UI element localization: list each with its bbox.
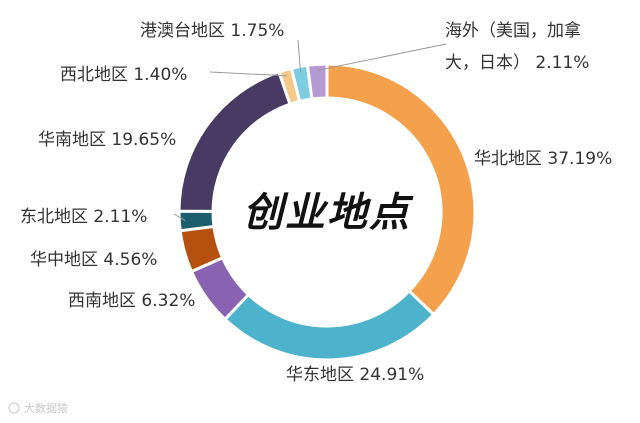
leader-xibei [209,71,287,77]
slice-haiwai [305,62,329,101]
label-huazhong: 华中地区 4.56% [30,250,157,270]
label-huanan: 华南地区 19.65% [38,130,176,150]
label-gangaotai: 港澳台地区 1.75% [140,21,284,41]
leader-gangaotai [297,39,302,73]
label-huabei: 华北地区 37.19% [474,149,612,169]
watermark-icon [8,402,20,414]
label-xibei: 西北地区 1.40% [60,65,187,85]
watermark-text: 大数据猿 [24,401,68,415]
leader-dongbei [173,213,186,222]
leader-lines [173,39,447,222]
label-haiwai-line1: 海外（美国，加拿 [445,20,581,41]
watermark: 大数据猿 [8,401,68,415]
slice-dongbei [177,209,216,233]
center-title: 创业地点 [243,190,414,236]
label-huadong: 华东地区 24.91% [286,365,424,385]
label-dongbei: 东北地区 2.11% [20,207,147,227]
label-haiwai-line2: 大，日本） 2.11% [445,53,589,73]
slice-huabei [325,62,477,317]
label-xinan: 西南地区 6.32% [68,291,195,311]
donut-slices [177,62,477,362]
slice-huadong [222,288,436,362]
leader-haiwai [317,43,447,71]
